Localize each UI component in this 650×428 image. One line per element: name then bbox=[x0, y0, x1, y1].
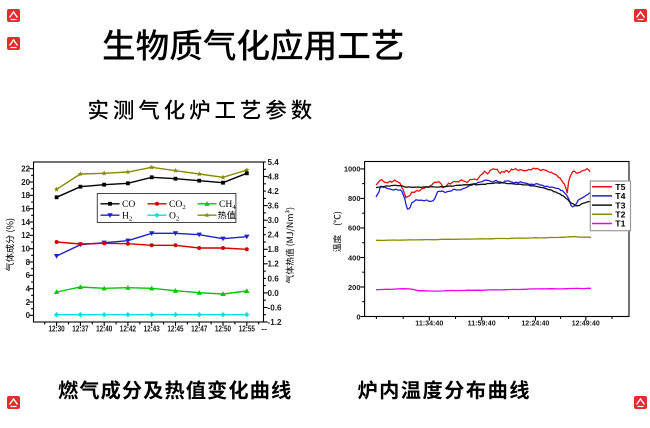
svg-text:0.6: 0.6 bbox=[268, 274, 280, 283]
svg-text:CH4: CH4 bbox=[219, 199, 236, 211]
svg-text:2.4: 2.4 bbox=[268, 231, 280, 240]
svg-text:8: 8 bbox=[26, 258, 31, 267]
svg-text:200: 200 bbox=[348, 283, 361, 292]
svg-text:T3: T3 bbox=[615, 200, 625, 210]
svg-text:12:50: 12:50 bbox=[215, 323, 231, 333]
svg-text:1000: 1000 bbox=[344, 165, 361, 174]
svg-text:4.2: 4.2 bbox=[268, 187, 280, 196]
svg-text:12: 12 bbox=[21, 231, 30, 240]
svg-text:16: 16 bbox=[21, 205, 30, 214]
svg-text:3.0: 3.0 bbox=[268, 216, 280, 225]
svg-text:0: 0 bbox=[26, 311, 31, 320]
svg-text:12:55: 12:55 bbox=[239, 323, 255, 333]
svg-text:1.2: 1.2 bbox=[268, 260, 280, 269]
svg-text:14: 14 bbox=[21, 218, 30, 227]
svg-text:12:42: 12:42 bbox=[120, 323, 136, 333]
svg-text:0.0: 0.0 bbox=[268, 289, 280, 298]
svg-text:12:37: 12:37 bbox=[72, 323, 88, 333]
svg-text:800: 800 bbox=[348, 194, 361, 203]
svg-text:600: 600 bbox=[348, 224, 361, 233]
svg-text:4.8: 4.8 bbox=[268, 172, 280, 181]
svg-text:T5: T5 bbox=[615, 182, 625, 192]
svg-text:6: 6 bbox=[26, 271, 31, 280]
svg-text:O2: O2 bbox=[169, 211, 179, 223]
svg-text:12:49:40: 12:49:40 bbox=[572, 320, 600, 327]
svg-text:12:43: 12:43 bbox=[144, 323, 160, 333]
svg-text:CO: CO bbox=[122, 199, 135, 210]
svg-text:11:34:40: 11:34:40 bbox=[415, 320, 443, 327]
svg-text:CO2: CO2 bbox=[169, 199, 186, 211]
svg-text:12:24:40: 12:24:40 bbox=[521, 320, 549, 327]
svg-text:18: 18 bbox=[21, 191, 30, 200]
svg-text:5.4: 5.4 bbox=[268, 158, 280, 167]
svg-text:4: 4 bbox=[26, 285, 31, 294]
svg-text:2: 2 bbox=[26, 298, 31, 307]
svg-text:1.8: 1.8 bbox=[268, 245, 280, 254]
svg-text:T1: T1 bbox=[615, 219, 625, 229]
svg-text:12:30: 12:30 bbox=[49, 323, 65, 333]
svg-text:-1.2: -1.2 bbox=[268, 318, 282, 327]
svg-text:T4: T4 bbox=[615, 191, 625, 201]
svg-text:H2: H2 bbox=[122, 211, 132, 223]
svg-text:11:59:40: 11:59:40 bbox=[468, 320, 496, 327]
svg-text:3.6: 3.6 bbox=[268, 202, 280, 211]
svg-text:400: 400 bbox=[348, 253, 361, 262]
svg-text:0: 0 bbox=[356, 312, 360, 321]
svg-text:12:40: 12:40 bbox=[96, 323, 112, 333]
svg-text:--: -- bbox=[261, 324, 267, 334]
svg-text:20: 20 bbox=[21, 178, 30, 187]
svg-text:22: 22 bbox=[21, 165, 30, 174]
svg-text:12:45: 12:45 bbox=[167, 323, 183, 333]
svg-text:12:47: 12:47 bbox=[191, 323, 207, 333]
svg-text:10: 10 bbox=[21, 245, 30, 254]
svg-text:T2: T2 bbox=[615, 210, 625, 220]
svg-text:-0.6: -0.6 bbox=[268, 303, 282, 312]
